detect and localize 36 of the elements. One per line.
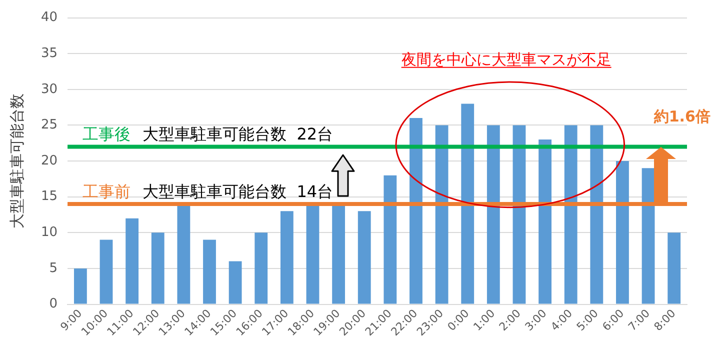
bar	[100, 240, 113, 304]
bar	[228, 261, 242, 304]
bar	[486, 125, 500, 304]
annotation: 大型車駐車可能台数 14台	[142, 182, 334, 201]
bar	[151, 232, 164, 304]
bar	[74, 268, 87, 304]
bar	[410, 118, 422, 304]
y-tick-label: 30	[40, 82, 58, 97]
bar	[280, 211, 294, 304]
y-tick-label: 20	[40, 153, 58, 168]
bar	[126, 218, 139, 304]
bar	[512, 125, 526, 304]
bar	[461, 104, 474, 304]
ref-line-label: 工事前	[82, 182, 131, 201]
y-axis-title: 大型車駐車可能台数	[8, 94, 26, 229]
bar	[203, 240, 216, 304]
annotation: 大型車駐車可能台数 22台	[142, 124, 334, 144]
y-tick-label: 5	[49, 260, 58, 276]
bar	[668, 232, 681, 304]
bar	[564, 125, 578, 304]
y-tick-label: 15	[40, 189, 58, 204]
bar	[254, 232, 268, 304]
y-tick-label: 0	[49, 296, 58, 312]
y-tick-label: 25	[40, 118, 58, 133]
bar	[590, 125, 604, 304]
bar	[435, 125, 448, 304]
bar	[538, 140, 552, 304]
ref-line-label: 工事後	[82, 124, 131, 144]
y-tick-label: 10	[40, 225, 58, 240]
bar	[616, 161, 629, 304]
annotation: 夜間を中心に大型車マスが不足	[401, 50, 612, 68]
y-tick-label: 40	[40, 10, 58, 26]
bar	[384, 175, 397, 304]
annotation: 約1.6倍	[652, 108, 710, 126]
y-tick-label: 35	[40, 46, 58, 61]
bar	[358, 211, 371, 304]
